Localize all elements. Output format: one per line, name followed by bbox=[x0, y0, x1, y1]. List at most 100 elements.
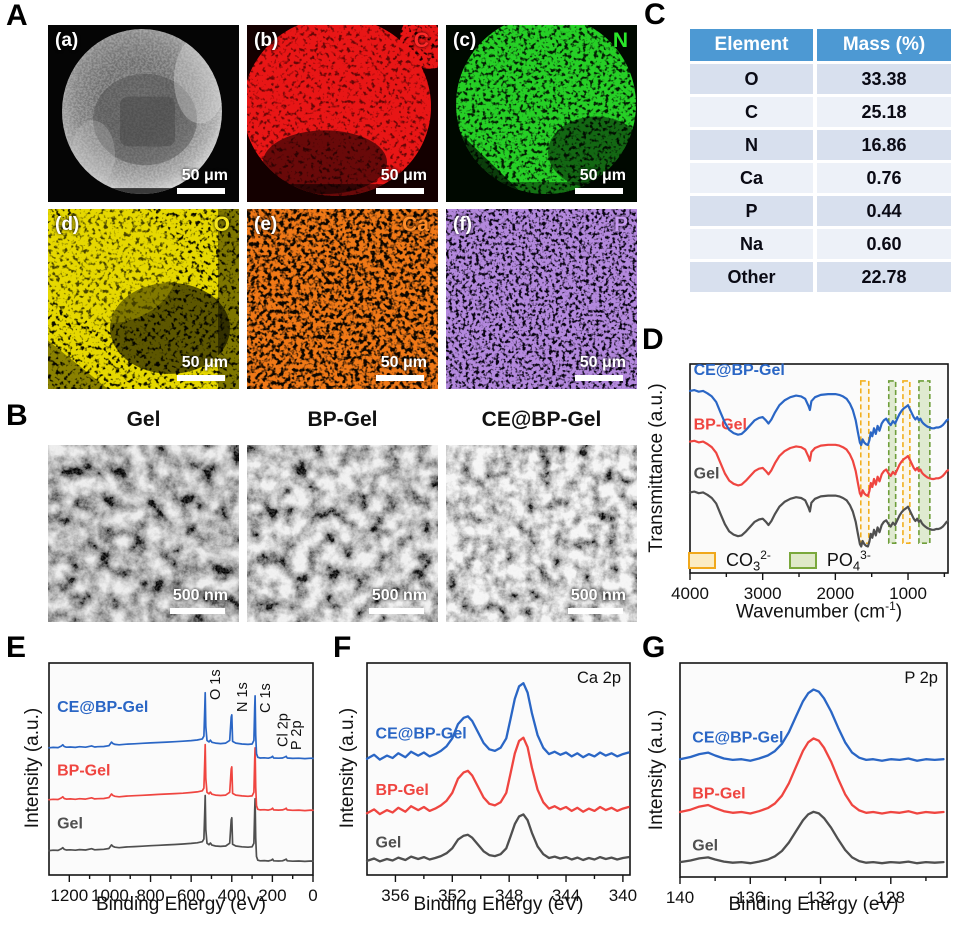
series-label-BP-Gel: BP-Gel bbox=[376, 782, 429, 799]
plot-frame bbox=[366, 662, 631, 876]
cell-element: Ca bbox=[690, 163, 814, 193]
table-row: Other 22.78 bbox=[690, 262, 951, 292]
x-tick-label: 400 bbox=[218, 886, 246, 904]
panel-letter-a: A bbox=[6, 0, 28, 32]
cell-element: Na bbox=[690, 229, 814, 259]
series-BP-Gel bbox=[678, 737, 945, 815]
scalebar bbox=[376, 375, 424, 381]
ca2p-x-axis-label: Binding Energy (eV) bbox=[413, 894, 584, 915]
oxygen-map-texture bbox=[48, 209, 239, 389]
sem-microsphere-image: (a) 50 μm bbox=[48, 25, 239, 202]
series-BP-Gel bbox=[365, 736, 630, 816]
x-tick-label: 2000 bbox=[816, 584, 854, 603]
peak-label-Cl2p: Cl 2p bbox=[276, 713, 292, 747]
peak-label-N1s: N 1s bbox=[235, 682, 251, 712]
sem-image-gel: 500 nm bbox=[48, 445, 239, 622]
x-tick-label: 132 bbox=[806, 888, 834, 904]
cell-element: O bbox=[690, 64, 814, 94]
x-tick-label: 344 bbox=[552, 886, 580, 904]
series-label-CE@BP-Gel: CE@BP-Gel bbox=[694, 362, 785, 379]
cell-element: C bbox=[690, 97, 814, 127]
plot-frame bbox=[689, 363, 949, 574]
series-label-Gel: Gel bbox=[694, 465, 720, 482]
scalebar-text: 500 nm bbox=[570, 587, 626, 604]
x-label-close: ) bbox=[895, 601, 903, 623]
eds-map-carbon: (b) C 50 μm bbox=[247, 25, 438, 202]
subpanel-label: (a) bbox=[55, 30, 79, 51]
series-label-CE@BP-Gel: CE@BP-Gel bbox=[376, 726, 467, 743]
series-Gel bbox=[678, 810, 945, 865]
peak-label-O1s: O 1s bbox=[208, 669, 224, 700]
series-label-CE@BP-Gel: CE@BP-Gel bbox=[57, 699, 148, 716]
series-Gel bbox=[48, 794, 314, 863]
x-axis-ticks: 356 352 348 344 340 bbox=[381, 875, 637, 904]
xps-survey-chart: 1200 1000 800 600 400 200 0 Gel BP-Gel CE@BP-Gel O… bbox=[48, 662, 318, 904]
subpanel-label: (c) bbox=[453, 30, 477, 51]
element-label: O bbox=[213, 213, 230, 236]
table-row: Na 0.60 bbox=[690, 229, 951, 259]
ftir-legend: CO32- PO43- bbox=[688, 548, 871, 574]
ca2p-y-axis-label: Intensity (a.u.) bbox=[337, 707, 358, 829]
eds-map-calcium: (e) Ca 50 μm bbox=[247, 209, 438, 389]
sem-image-bp-gel: 500 nm bbox=[247, 445, 438, 622]
series-Gel bbox=[365, 813, 630, 863]
x-tick-label: 340 bbox=[609, 886, 637, 904]
calcium-map-texture bbox=[247, 209, 438, 389]
p2p-x-axis-label: Binding Energy (eV) bbox=[728, 894, 899, 915]
ftir-y-axis-label: Transmittance (a.u.) bbox=[646, 383, 667, 553]
element-label: P bbox=[613, 213, 628, 236]
highlight-region-PO4 bbox=[918, 380, 931, 544]
corner-label: P 2p bbox=[904, 669, 938, 687]
x-tick-label: 140 bbox=[666, 888, 694, 904]
series-label-Gel: Gel bbox=[376, 835, 402, 852]
corner-label: Ca 2p bbox=[577, 669, 621, 687]
eds-map-phosphorus: (f) P 50 μm bbox=[446, 209, 637, 389]
p2p-chart: 140 136 132 128 Gel BP-Gel CE@BP-Gel P 2p bbox=[666, 662, 948, 904]
panel-letter-e: E bbox=[6, 631, 27, 664]
x-tick-label: 348 bbox=[495, 886, 523, 904]
series-label-BP-Gel: BP-Gel bbox=[694, 417, 747, 434]
xps-survey-y-axis-label: Intensity (a.u.) bbox=[22, 707, 43, 829]
x-tick-label: 1200 bbox=[50, 886, 88, 904]
series-label-BP-Gel: BP-Gel bbox=[57, 762, 110, 779]
ftir-x-axis-label: Wavenumber (cm-1) bbox=[690, 599, 948, 623]
x-tick-label: 0 bbox=[308, 886, 317, 904]
series-CE@BP-Gel bbox=[688, 389, 950, 447]
peak-label-C1s: C 1s bbox=[258, 683, 274, 713]
highlight-region-PO4 bbox=[887, 380, 897, 544]
sem-title-ce-bp-gel: CE@BP-Gel bbox=[481, 408, 602, 431]
scalebar bbox=[369, 608, 424, 614]
scalebar-text: 50 μm bbox=[579, 167, 626, 184]
element-mass-table: Element Mass (%) O 33.38 C 25.18 N 16.86 Ca… bbox=[686, 26, 955, 295]
sem-sphere-texture bbox=[48, 25, 239, 202]
plot-frame bbox=[48, 662, 314, 876]
scalebar bbox=[575, 375, 623, 381]
cell-element: Other bbox=[690, 262, 814, 292]
panel-letter-c: C bbox=[644, 0, 666, 31]
scalebar-text: 500 nm bbox=[371, 587, 427, 604]
ca2p-chart: 356 352 348 344 340 Gel BP-Gel CE@BP-Gel Ca 2p bbox=[365, 662, 637, 904]
ftir-chart: 4000 3000 2000 1000 Gel BP-Gel CE@BP-Gel bbox=[671, 362, 950, 603]
x-label-text: Wavenumber (cm bbox=[735, 601, 886, 623]
scalebar bbox=[568, 608, 623, 614]
table-header-mass: Mass (%) bbox=[817, 29, 951, 61]
table-row: O 33.38 bbox=[690, 64, 951, 94]
peak-label-P2p: P 2p bbox=[289, 720, 305, 750]
x-tick-label: 352 bbox=[438, 886, 466, 904]
scalebar bbox=[170, 608, 225, 614]
cell-element: P bbox=[690, 196, 814, 226]
x-tick-label: 600 bbox=[177, 886, 205, 904]
table-row: N 16.86 bbox=[690, 130, 951, 160]
plot-frame bbox=[679, 662, 948, 878]
series-BP-Gel bbox=[688, 439, 950, 497]
panel-letter-g: G bbox=[642, 631, 666, 664]
nitrogen-map-texture bbox=[446, 25, 637, 202]
series-Gel bbox=[688, 490, 950, 548]
subpanel-label: (e) bbox=[254, 214, 278, 235]
series-label-Gel: Gel bbox=[57, 815, 83, 832]
scalebar bbox=[177, 188, 225, 194]
panel-letter-d: D bbox=[642, 323, 664, 356]
x-tick-label: 1000 bbox=[889, 584, 927, 603]
x-label-sup: -1 bbox=[885, 599, 896, 613]
sem-title-gel: Gel bbox=[126, 408, 161, 431]
